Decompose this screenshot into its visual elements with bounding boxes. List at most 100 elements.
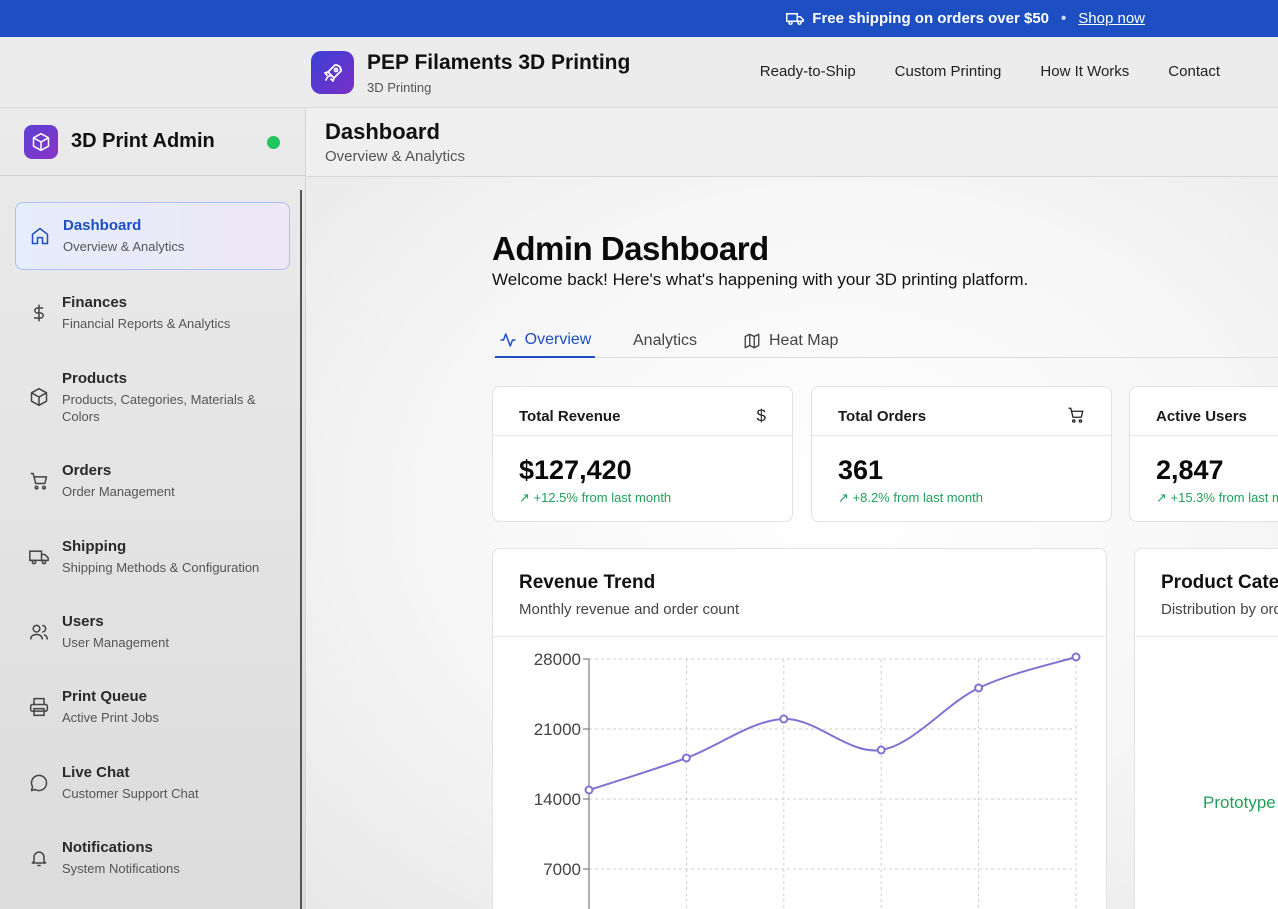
tab-overview[interactable]: Overview <box>495 324 595 358</box>
revenue-trend-panel: Revenue Trend Monthly revenue and order … <box>492 548 1107 909</box>
brand-name: PEP Filaments 3D Printing <box>367 51 631 74</box>
box-icon <box>29 387 49 407</box>
stat-card-orders: Total Orders 361 ↗ +8.2% from last month <box>811 386 1112 522</box>
data-point <box>1071 652 1081 662</box>
sidebar-item-sub: Customer Support Chat <box>62 786 199 801</box>
cart-icon <box>1067 406 1085 429</box>
panel-subtitle: Distribution by orders <box>1161 601 1278 618</box>
sidebar-item-notifications[interactable]: Notifications System Notifications <box>15 824 290 892</box>
panel-title: Revenue Trend <box>519 572 656 593</box>
promo-separator: • <box>1061 10 1067 27</box>
sidebar-item-sub: Active Print Jobs <box>62 710 159 725</box>
sidebar-item-label: Dashboard <box>63 217 142 234</box>
cart-icon <box>29 471 49 491</box>
admin-title: 3D Print Admin <box>71 130 215 152</box>
data-point <box>779 714 789 724</box>
promo-text: Free shipping on orders over $50 <box>812 10 1050 27</box>
sidebar-scrollbar[interactable] <box>300 190 302 909</box>
tab-label: Heat Map <box>769 332 839 349</box>
sidebar-item-label: Print Queue <box>62 688 148 705</box>
stat-change-text: +8.2% from last month <box>852 490 983 505</box>
map-icon <box>744 333 760 349</box>
sidebar-item-label: Products <box>62 369 128 387</box>
stat-value: $127,420 <box>519 455 632 485</box>
sidebar-item-sub: Financial Reports & Analytics <box>62 316 231 331</box>
admin-logo <box>24 124 58 159</box>
sidebar-item-orders[interactable]: Orders Order Management <box>15 447 290 515</box>
truck-icon <box>786 12 805 25</box>
activity-icon <box>500 333 516 347</box>
sidebar: 3D Print Admin Dashboard Overview & Analy… <box>0 108 306 909</box>
sidebar-item-label: Notifications <box>62 839 153 856</box>
main-content: Admin Dashboard Welcome back! Here's wha… <box>307 177 1278 909</box>
sidebar-item-shipping[interactable]: Shipping Shipping Methods & Configuration <box>15 523 290 591</box>
stat-value: 2,847 <box>1156 455 1224 485</box>
promo-bar: Free shipping on orders over $50 • Shop … <box>0 0 1278 37</box>
data-point <box>974 683 984 693</box>
sidebar-item-users[interactable]: Users User Management <box>15 598 290 666</box>
sidebar-item-print-queue[interactable]: Print Queue Active Print Jobs <box>15 673 290 741</box>
tab-analytics[interactable]: Analytics <box>633 324 697 358</box>
rocket-logo[interactable] <box>311 51 354 94</box>
bell-icon <box>29 848 49 868</box>
dollar-icon <box>29 303 49 323</box>
online-status-dot <box>267 136 280 149</box>
page-subtitle: Overview & Analytics <box>325 148 466 165</box>
stat-title: Total Orders <box>838 408 927 425</box>
stat-change-text: +12.5% from last month <box>533 490 672 505</box>
product-categories-panel: Product Categories Distribution by order… <box>1134 548 1278 909</box>
revenue-line-chart: 7000 14000 21000 28000 <box>534 650 1081 909</box>
sidebar-item-sub: Overview & Analytics <box>63 239 185 254</box>
chat-icon <box>29 773 49 793</box>
dashboard-heading: Admin Dashboard <box>492 230 769 267</box>
home-icon <box>30 226 50 246</box>
store-nav: Ready-to-Ship Custom Printing How It Wor… <box>760 63 1220 80</box>
tab-label: Analytics <box>633 332 698 349</box>
stat-change-text: +15.3% from last month <box>1170 490 1278 505</box>
stat-card-users: Active Users 2,847 ↗ +15.3% from last mo… <box>1129 386 1278 522</box>
tab-label: Overview <box>524 331 592 348</box>
data-point <box>681 753 691 763</box>
sidebar-item-label: Finances <box>62 294 128 311</box>
brand-tagline: 3D Printing <box>367 80 432 95</box>
nav-contact[interactable]: Contact <box>1168 63 1220 80</box>
y-tick-label: 7000 <box>543 860 581 879</box>
sidebar-item-products[interactable]: Products Products, Categories, Materials … <box>15 362 290 432</box>
page-header: Dashboard Overview & Analytics <box>307 108 1278 177</box>
pie-label-prototype: Prototype <box>1203 793 1276 812</box>
stat-value: 361 <box>838 455 884 485</box>
sidebar-item-sub: Order Management <box>62 484 175 499</box>
cube-icon <box>32 132 50 151</box>
tab-heat-map[interactable]: Heat Map <box>743 324 838 358</box>
stat-change: ↗ +15.3% from last month <box>1156 490 1278 506</box>
sidebar-item-dashboard[interactable]: Dashboard Overview & Analytics <box>15 202 290 270</box>
y-tick-label: 14000 <box>534 790 581 809</box>
sidebar-item-sub: Products, Categories, Materials & Colors <box>62 391 256 424</box>
data-point <box>876 745 886 755</box>
sidebar-item-label: Live Chat <box>62 764 130 781</box>
y-tick-label: 21000 <box>534 720 581 739</box>
users-icon <box>29 622 49 642</box>
rocket-icon <box>323 63 342 82</box>
y-tick-label: 28000 <box>534 650 581 669</box>
stat-change: ↗ +8.2% from last month <box>838 490 983 505</box>
sidebar-item-sub: User Management <box>62 635 169 650</box>
sidebar-item-label: Shipping <box>62 538 127 555</box>
sidebar-item-live-chat[interactable]: Live Chat Customer Support Chat <box>15 749 290 817</box>
sidebar-item-label: Orders <box>62 462 112 479</box>
store-header: PEP Filaments 3D Printing 3D Printing Re… <box>0 37 1278 108</box>
sidebar-item-sub: Shipping Methods & Configuration <box>62 560 260 575</box>
stat-card-revenue: Total Revenue $ $127,420 ↗ +12.5% from l… <box>492 386 793 522</box>
revenue-series-line <box>588 656 1077 791</box>
nav-custom-printing[interactable]: Custom Printing <box>894 63 1002 80</box>
shop-now-link[interactable]: Shop now <box>1078 10 1145 27</box>
sidebar-item-finances[interactable]: Finances Financial Reports & Analytics <box>15 279 290 347</box>
nav-how-it-works[interactable]: How It Works <box>1040 63 1130 80</box>
data-point <box>584 785 594 795</box>
sidebar-header: 3D Print Admin <box>0 108 305 176</box>
panel-title: Product Categories <box>1161 572 1278 593</box>
panel-subtitle: Monthly revenue and order count <box>519 601 740 618</box>
stat-title: Total Revenue <box>519 408 621 425</box>
stat-change: ↗ +12.5% from last month <box>519 490 672 505</box>
nav-ready-to-ship[interactable]: Ready-to-Ship <box>759 63 856 80</box>
